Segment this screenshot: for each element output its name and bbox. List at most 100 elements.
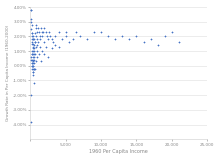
Point bbox=[32, 70, 35, 73]
Point bbox=[128, 38, 131, 41]
Point bbox=[64, 35, 68, 38]
Point bbox=[29, 20, 33, 23]
Point bbox=[30, 32, 33, 35]
Point bbox=[177, 41, 181, 44]
Point bbox=[53, 35, 57, 38]
Point bbox=[36, 41, 40, 44]
Point bbox=[156, 44, 160, 47]
Point bbox=[32, 82, 36, 85]
Point bbox=[31, 47, 34, 49]
Point bbox=[68, 41, 71, 44]
Point bbox=[71, 38, 75, 41]
Point bbox=[39, 26, 43, 29]
Point bbox=[31, 70, 34, 73]
Point bbox=[163, 35, 167, 38]
Point bbox=[31, 53, 34, 55]
Point bbox=[53, 44, 57, 47]
Point bbox=[121, 35, 124, 38]
Point bbox=[99, 31, 103, 33]
Point bbox=[31, 73, 35, 76]
Point bbox=[31, 56, 35, 58]
Point bbox=[31, 59, 35, 61]
Point bbox=[33, 47, 36, 49]
Point bbox=[35, 38, 38, 41]
Point bbox=[42, 41, 46, 44]
Point bbox=[34, 26, 37, 29]
Point bbox=[31, 50, 34, 52]
Point bbox=[37, 53, 40, 55]
Point bbox=[46, 35, 49, 38]
Point bbox=[30, 62, 33, 64]
Point bbox=[75, 31, 78, 33]
Point bbox=[29, 28, 33, 30]
Point bbox=[30, 64, 34, 67]
Point bbox=[50, 47, 53, 49]
Point bbox=[34, 45, 37, 48]
Point bbox=[35, 44, 39, 47]
Point bbox=[30, 53, 34, 55]
Point bbox=[43, 26, 46, 29]
Point bbox=[78, 35, 82, 38]
Point bbox=[106, 35, 110, 38]
Point bbox=[32, 50, 35, 52]
Point bbox=[35, 50, 38, 52]
Point bbox=[33, 68, 36, 70]
Point bbox=[85, 38, 89, 41]
Point bbox=[29, 120, 33, 123]
Point bbox=[31, 50, 35, 52]
Point bbox=[31, 38, 34, 41]
Point bbox=[33, 53, 36, 55]
Point bbox=[31, 64, 35, 67]
Point bbox=[48, 35, 52, 38]
Point bbox=[64, 31, 68, 33]
Point bbox=[31, 68, 34, 70]
Point bbox=[32, 56, 35, 58]
Point bbox=[40, 50, 43, 52]
Point bbox=[31, 38, 35, 41]
Point bbox=[30, 64, 34, 67]
Point bbox=[170, 31, 174, 33]
Point bbox=[30, 43, 34, 45]
Point bbox=[31, 35, 35, 38]
Point bbox=[114, 38, 117, 41]
Point bbox=[35, 23, 38, 26]
Point bbox=[41, 31, 45, 33]
Point bbox=[32, 44, 36, 47]
Point bbox=[31, 62, 34, 64]
Point bbox=[30, 38, 34, 41]
Point bbox=[44, 31, 48, 33]
Point bbox=[33, 32, 37, 35]
Point bbox=[32, 68, 36, 70]
Point bbox=[47, 31, 50, 33]
Point bbox=[36, 31, 39, 33]
Point bbox=[50, 38, 53, 41]
X-axis label: 1960 Per Capita Income: 1960 Per Capita Income bbox=[89, 149, 148, 154]
Point bbox=[31, 53, 35, 55]
Point bbox=[34, 35, 38, 38]
Point bbox=[92, 31, 96, 33]
Point bbox=[149, 38, 152, 41]
Point bbox=[34, 60, 38, 63]
Point bbox=[30, 9, 33, 11]
Point bbox=[38, 38, 42, 41]
Point bbox=[29, 94, 33, 96]
Point bbox=[40, 31, 43, 33]
Point bbox=[46, 56, 50, 58]
Point bbox=[31, 68, 35, 70]
Point bbox=[30, 23, 34, 26]
Point bbox=[29, 59, 33, 61]
Point bbox=[30, 35, 33, 38]
Point bbox=[61, 38, 64, 41]
Point bbox=[33, 53, 37, 55]
Point bbox=[38, 45, 41, 48]
Y-axis label: Growth Rate in Per Capita Income (1960-2000): Growth Rate in Per Capita Income (1960-2… bbox=[6, 25, 9, 121]
Point bbox=[46, 38, 50, 41]
Point bbox=[31, 41, 34, 44]
Point bbox=[30, 62, 34, 64]
Point bbox=[36, 26, 40, 29]
Point bbox=[57, 45, 60, 48]
Point bbox=[33, 41, 36, 44]
Point bbox=[30, 56, 33, 58]
Point bbox=[40, 35, 44, 38]
Point bbox=[142, 41, 145, 44]
